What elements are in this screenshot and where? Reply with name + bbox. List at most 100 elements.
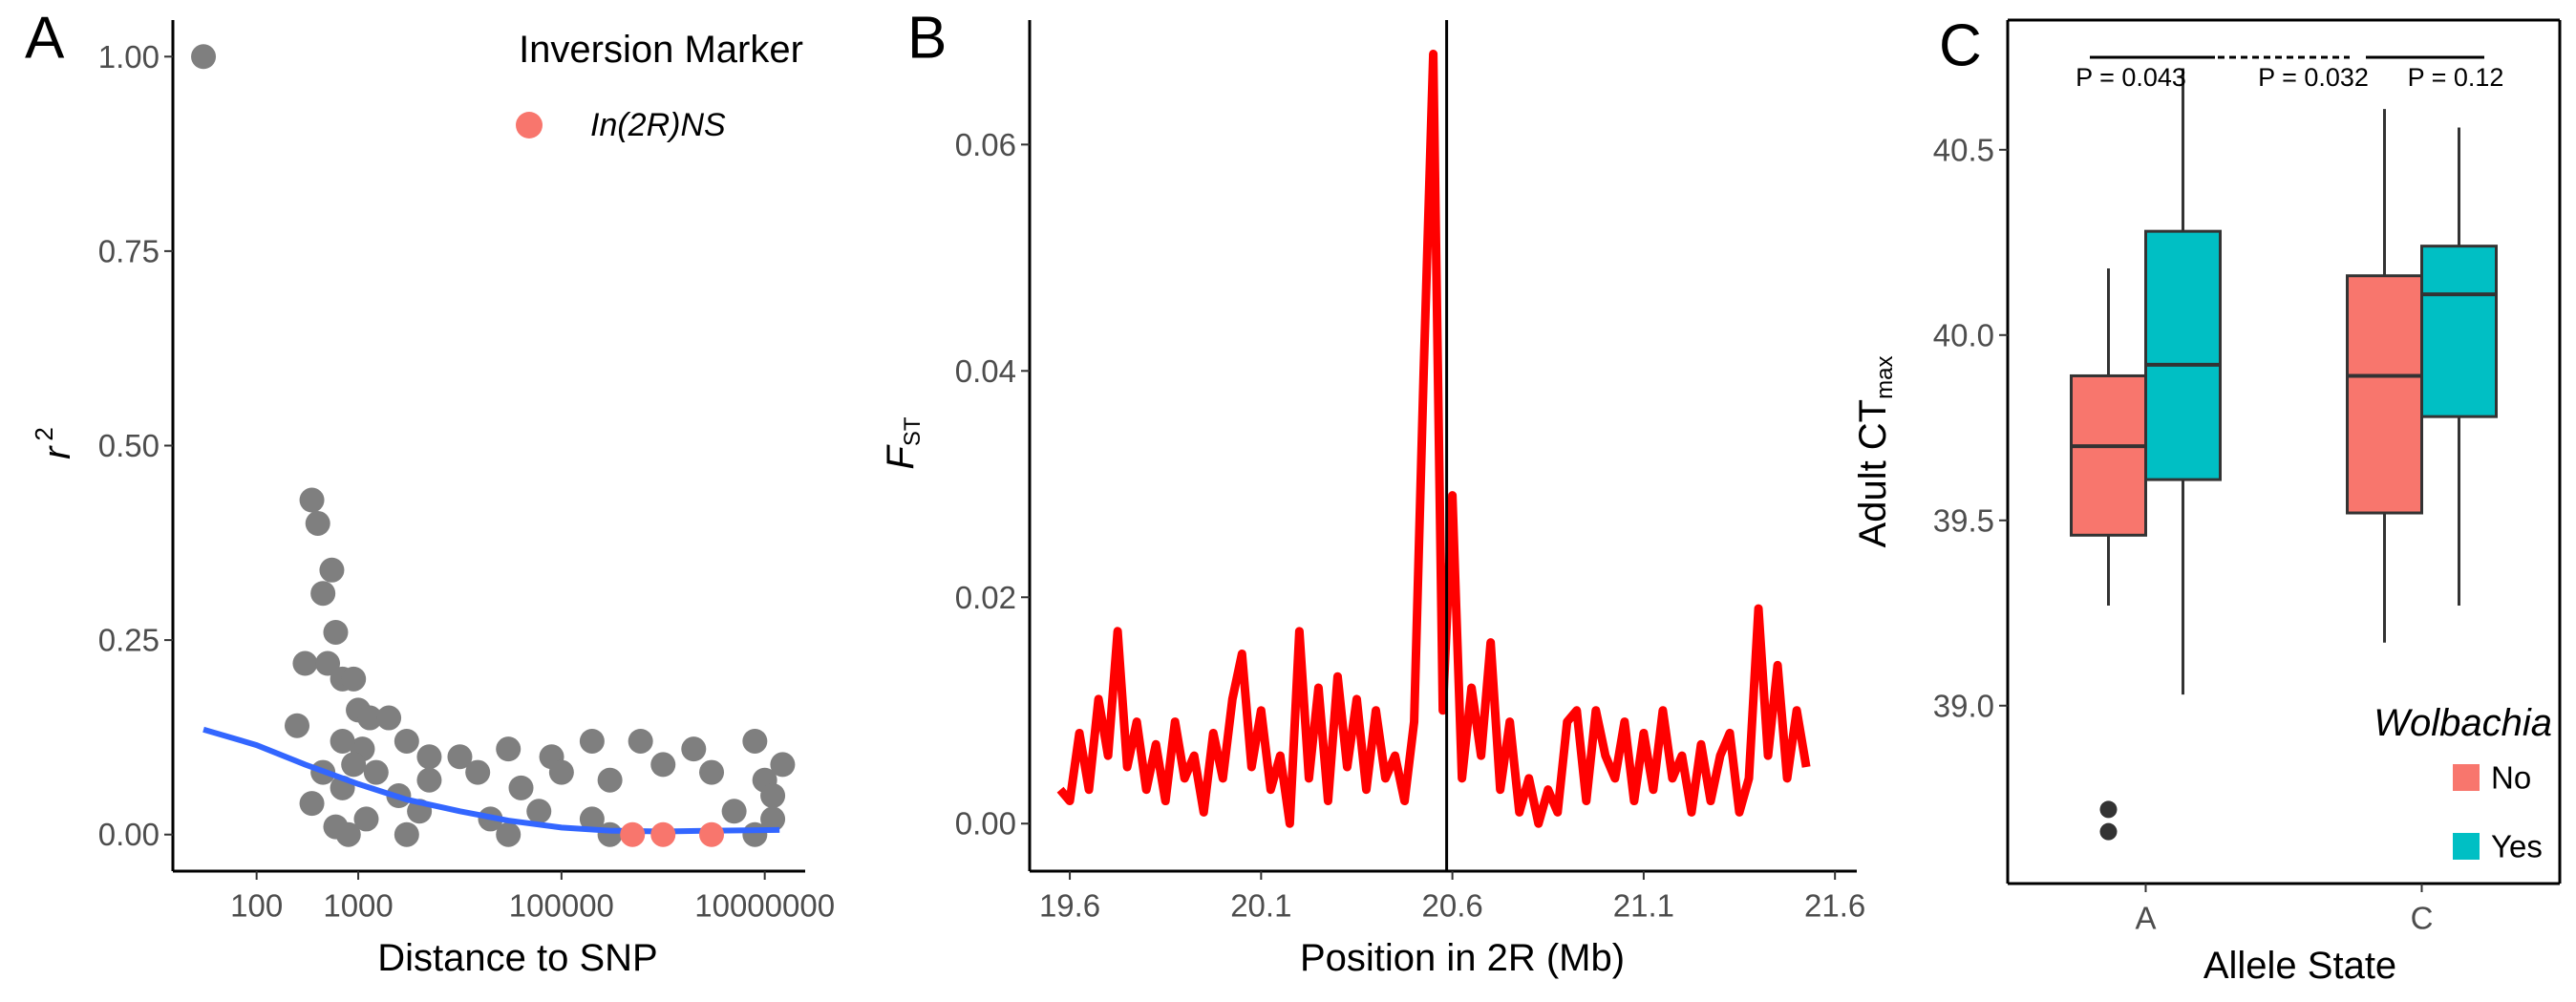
x-tick-label: 20.6 (1421, 888, 1482, 924)
highlight-point (650, 821, 676, 847)
point (323, 619, 349, 645)
point (496, 736, 522, 762)
point (335, 821, 361, 847)
point (742, 728, 768, 754)
y-axis-title: r2 (30, 427, 78, 459)
panel-letter: C (1939, 13, 1982, 79)
point (496, 821, 522, 847)
outlier (2099, 800, 2118, 819)
point (341, 666, 367, 692)
x-tick-label: 20.1 (1230, 888, 1291, 924)
x-tick-label: C (2411, 901, 2434, 936)
point (376, 705, 402, 731)
x-tick-label: 21.6 (1804, 888, 1865, 924)
point (681, 736, 707, 762)
legend-key (2453, 833, 2480, 860)
point (416, 744, 442, 770)
y-tick-label: 0.25 (98, 623, 160, 658)
point (310, 581, 336, 607)
p-value: P = 0.12 (2408, 63, 2504, 92)
point (330, 728, 355, 754)
legend-title: Inversion Marker (519, 29, 803, 71)
x-tick-label: 19.6 (1039, 888, 1100, 924)
y-tick-label: 0.06 (955, 127, 1016, 162)
point (299, 791, 325, 817)
y-tick-label: 40.0 (1933, 317, 1994, 352)
y-tick-label: 0.00 (955, 806, 1016, 842)
point (305, 510, 330, 536)
y-tick-label: 39.5 (1933, 502, 1994, 538)
y-tick-label: 0.00 (98, 817, 160, 852)
point (548, 759, 574, 785)
point (353, 806, 379, 832)
point (721, 799, 747, 824)
box (2420, 245, 2498, 418)
x-axis-title: Position in 2R (Mb) (1300, 937, 1625, 979)
series-line (1056, 50, 1811, 828)
y-axis-title: FST (880, 416, 926, 469)
x-tick-label: 100 (230, 888, 283, 924)
y-tick-label: 0.04 (955, 353, 1016, 389)
legend-label: Yes (2491, 829, 2543, 864)
point (315, 650, 341, 676)
point (285, 713, 310, 738)
legend-title: Wolbachia (2374, 702, 2552, 744)
point (363, 759, 389, 785)
y-tick-label: 0.75 (98, 233, 160, 268)
y-axis-title-sub: max (1872, 356, 1898, 399)
legend-label: No (2491, 760, 2531, 796)
y-axis-title-sup: 2 (30, 427, 58, 440)
y-axis-title-main: r (36, 445, 78, 459)
y-axis-title-sub: ST (900, 416, 926, 446)
point (770, 752, 796, 778)
point (341, 752, 367, 778)
point (394, 728, 419, 754)
box (2070, 373, 2147, 537)
panel-letter: B (907, 6, 947, 72)
highlight-point (620, 821, 646, 847)
point (394, 821, 419, 847)
point (357, 705, 383, 731)
point (319, 557, 345, 583)
point (416, 767, 442, 793)
panel-letter: A (25, 6, 65, 72)
x-tick-label: 21.1 (1613, 888, 1674, 924)
x-tick-label: 100000 (509, 888, 614, 924)
legend-key (516, 112, 543, 139)
legend-key (2453, 764, 2480, 791)
x-tick-label: A (2135, 901, 2156, 936)
point (526, 799, 552, 824)
point (628, 728, 653, 754)
legend-label: In(2R)NS (590, 107, 726, 143)
y-tick-label: 1.00 (98, 39, 160, 75)
p-value: P = 0.043 (2076, 63, 2186, 92)
point (742, 821, 768, 847)
point (292, 650, 318, 676)
y-tick-label: 39.0 (1933, 688, 1994, 723)
y-tick-label: 40.5 (1933, 132, 1994, 167)
point (650, 752, 676, 778)
point (299, 487, 325, 513)
highlight-point (699, 821, 725, 847)
box (2144, 229, 2222, 481)
point (579, 728, 605, 754)
point (597, 821, 623, 847)
y-axis-title-main: Adult CT (1852, 399, 1894, 548)
outlier (2099, 822, 2118, 841)
point (760, 782, 786, 808)
x-axis-title: Allele State (2203, 945, 2396, 987)
point (699, 759, 725, 785)
y-axis-title-main: F (880, 444, 922, 470)
point (465, 759, 491, 785)
x-tick-label: 10000000 (694, 888, 835, 924)
y-axis-title: Adult CTmax (1852, 356, 1898, 548)
p-value: P = 0.032 (2258, 63, 2369, 92)
y-tick-label: 0.50 (98, 428, 160, 463)
box (2346, 274, 2423, 515)
point (447, 744, 473, 770)
x-axis-title: Distance to SNP (377, 937, 657, 979)
point (597, 767, 623, 793)
point (579, 806, 605, 832)
